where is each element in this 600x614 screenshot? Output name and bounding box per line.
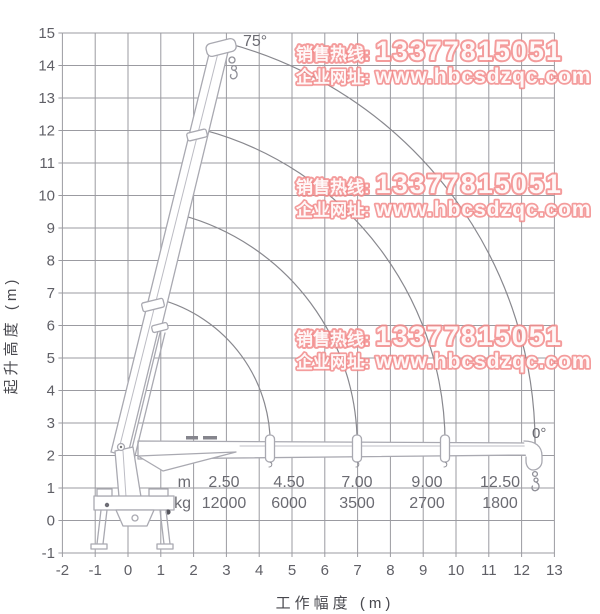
x-tick-label: 6 (321, 562, 329, 579)
load-table-radius-value: 2.50 (208, 474, 239, 491)
y-tick-label: 13 (38, 90, 55, 107)
boom-gusset (137, 451, 237, 472)
boom-collar (141, 297, 165, 313)
x-tick-label: -2 (56, 562, 69, 579)
y-tick-label: 11 (39, 155, 55, 172)
load-table-row-label-kg: kg (174, 495, 191, 512)
envelope-arc-12.5m (227, 42, 536, 453)
boom-top-dash (186, 436, 198, 440)
x-tick-label: 11 (481, 562, 497, 579)
boom-collar (186, 128, 208, 142)
min-angle-label: 0° (532, 425, 546, 442)
axis-and-table-labels: -2 -1 0 1 2 3 4 5 6 7 8 9 10 11 12 13151413121110987654… (3, 25, 563, 612)
y-tick-label: -1 (42, 545, 55, 562)
y-tick-label: 15 (38, 25, 55, 42)
crane-illustration (90, 37, 543, 550)
x-tick-label: 12 (513, 562, 530, 579)
y-tick-label: 8 (47, 253, 55, 270)
x-tick-label: -1 (89, 562, 102, 579)
y-tick-label: 4 (47, 383, 55, 400)
x-tick-label: 5 (288, 562, 296, 579)
load-table-row-label-m: m (178, 474, 191, 491)
load-table-radius-value: 9.00 (411, 474, 442, 491)
y-tick-label: 12 (38, 123, 55, 140)
x-tick-label: 3 (222, 562, 230, 579)
load-envelope-arcs (158, 42, 536, 453)
outrigger-right (156, 509, 174, 550)
y-tick-label: 6 (47, 318, 55, 335)
horizontal-boom (137, 434, 543, 492)
watermark-hotline-line: 销售热线: 13377815051 (296, 321, 563, 351)
crane-base (90, 488, 175, 550)
load-table-capacity-value: 3500 (339, 495, 375, 512)
y-tick-label: 7 (47, 285, 55, 302)
load-table-capacity-value: 1800 (482, 495, 518, 512)
envelope-arc-4.5m (158, 298, 271, 453)
load-table-capacity-value: 12000 (202, 495, 247, 512)
y-tick-label: 10 (38, 188, 55, 205)
y-tick-label: 14 (38, 58, 55, 75)
boom-tip-head (523, 440, 543, 471)
x-tick-label: 7 (353, 562, 361, 579)
y-tick-label: 0 (47, 513, 55, 530)
y-tick-label: 9 (47, 220, 55, 237)
load-table-radius-value: 7.00 (341, 474, 372, 491)
grid-layer (58, 32, 555, 557)
envelope-arc-7m (181, 214, 358, 453)
y-tick-label: 1 (47, 480, 55, 497)
x-tick-label: 8 (386, 562, 394, 579)
crane-column (114, 442, 142, 498)
watermark-website-line: 企业网址: www.hbcsdzqc.com (295, 65, 592, 88)
watermark-website-line: 企业网址: www.hbcsdzqc.com (295, 350, 592, 373)
watermark-website-line: 企业网址: www.hbcsdzqc.com (295, 198, 592, 221)
top-hook (228, 56, 238, 80)
x-tick-label: 10 (448, 562, 465, 579)
envelope-arc-9m (203, 129, 446, 453)
x-tick-label: 1 (157, 562, 165, 579)
load-table-radius-value: 12.50 (480, 474, 520, 491)
y-tick-label: 2 (47, 448, 55, 465)
y-axis-title: 起升高度 (m) (3, 276, 20, 395)
boom-head-cap (205, 37, 237, 58)
x-axis-title: 工作幅度 (m) (276, 595, 395, 612)
watermark-hotline-line: 销售热线: 13377815051 (296, 36, 563, 66)
load-table-capacity-value: 2700 (409, 495, 445, 512)
load-table-capacity-value: 6000 (271, 495, 307, 512)
y-tick-label: 3 (47, 415, 55, 432)
watermark-hotline-line: 销售热线: 13377815051 (296, 169, 563, 199)
boom-top-dash (203, 436, 217, 440)
tip-hook (531, 470, 540, 492)
load-table-radius-value: 4.50 (273, 474, 304, 491)
x-tick-label: 2 (189, 562, 197, 579)
x-tick-label: 9 (419, 562, 427, 579)
x-tick-label: 13 (546, 562, 563, 579)
main-boom-75deg (110, 37, 238, 458)
lift-cylinder (126, 321, 169, 461)
x-tick-label: 4 (255, 562, 263, 579)
y-tick-label: 5 (47, 350, 55, 367)
x-tick-label: 0 (124, 562, 132, 579)
boom-section-clamps (264, 434, 451, 468)
max-angle-label: 75° (243, 33, 267, 50)
outrigger-left (90, 509, 108, 550)
